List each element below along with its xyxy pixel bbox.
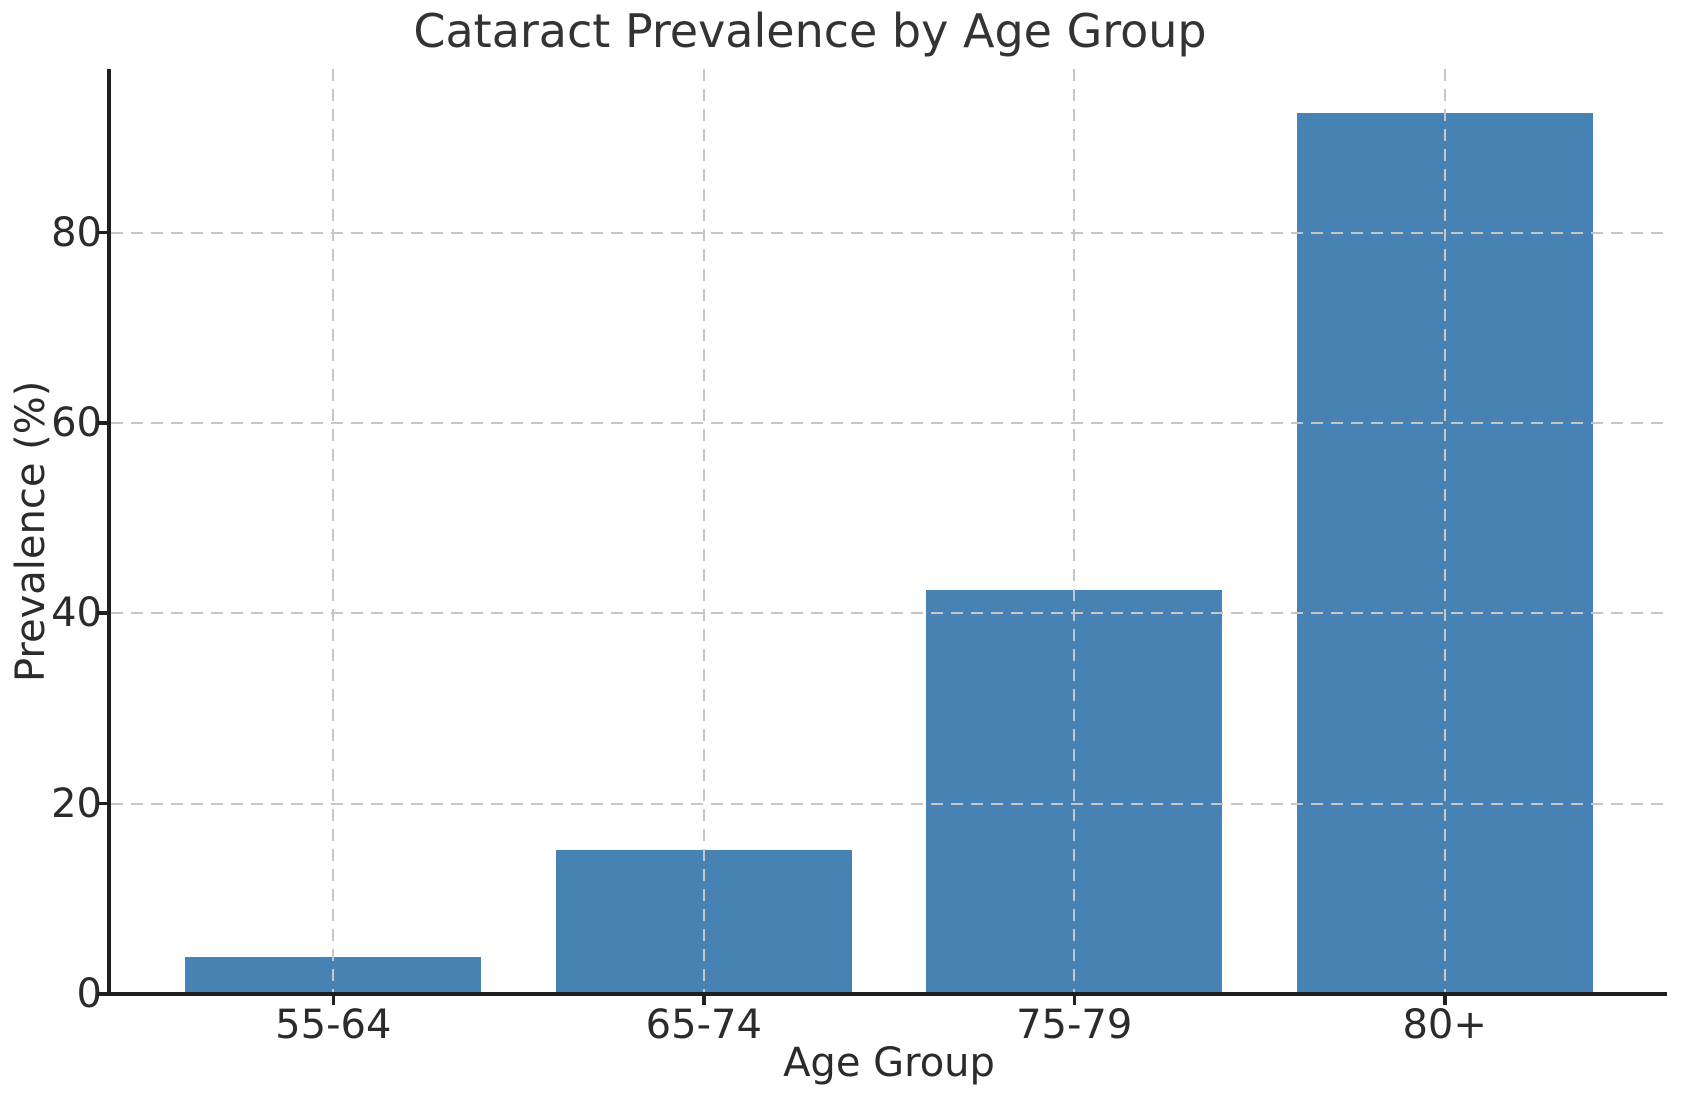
h-gridline bbox=[111, 422, 1667, 424]
y-axis-label: Prevalence (%) bbox=[8, 380, 54, 683]
x-tick-mark bbox=[1443, 996, 1447, 1005]
y-tick-mark bbox=[97, 801, 108, 806]
x-tick-mark bbox=[331, 996, 335, 1005]
y-tick-label: 20 bbox=[51, 780, 102, 827]
y-tick-mark bbox=[97, 421, 108, 425]
h-gridline bbox=[111, 231, 1667, 234]
v-gridline bbox=[332, 69, 335, 994]
v-gridline bbox=[1443, 69, 1446, 994]
x-tick-label: 75-79 bbox=[1016, 1002, 1133, 1048]
y-axis-spine bbox=[107, 69, 111, 996]
y-tick-mark bbox=[97, 992, 108, 996]
y-tick-label: 60 bbox=[51, 400, 102, 446]
y-tick-mark bbox=[97, 230, 108, 235]
x-axis-spine bbox=[107, 992, 1667, 996]
y-tick-label: 40 bbox=[51, 590, 102, 637]
x-tick-label: 55-64 bbox=[275, 1002, 392, 1048]
plot-area bbox=[111, 69, 1667, 994]
x-axis-label: Age Group bbox=[783, 1040, 995, 1086]
chart-title: Cataract Prevalence by Age Group bbox=[413, 4, 1207, 58]
h-gridline bbox=[111, 612, 1667, 615]
y-tick-label: 80 bbox=[51, 209, 102, 256]
x-tick-label: 65-74 bbox=[645, 1002, 762, 1048]
x-tick-mark bbox=[702, 996, 706, 1005]
h-gridline bbox=[111, 802, 1667, 805]
x-tick-label: 80+ bbox=[1402, 1002, 1487, 1048]
v-gridline bbox=[702, 69, 705, 994]
y-tick-mark bbox=[97, 611, 108, 615]
x-tick-mark bbox=[1072, 996, 1076, 1005]
v-gridline bbox=[1073, 69, 1076, 994]
y-tick-label: 0 bbox=[76, 971, 102, 1017]
